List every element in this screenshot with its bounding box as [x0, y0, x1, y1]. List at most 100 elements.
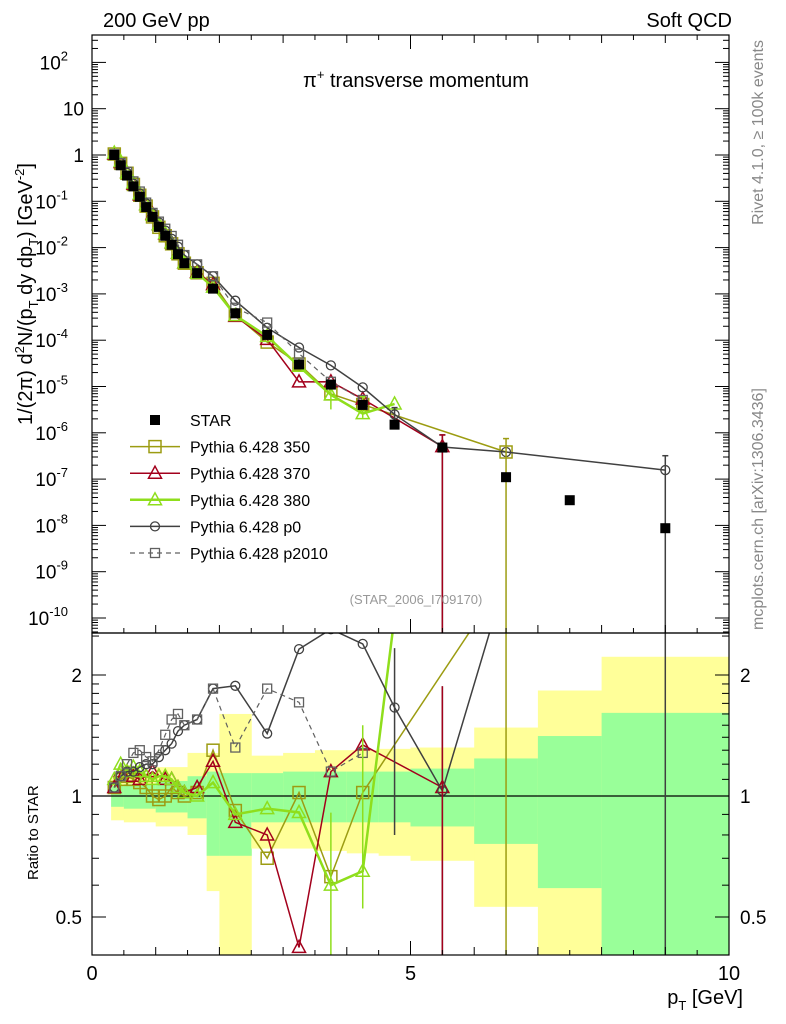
analysis-id: (STAR_2006_I709170) [350, 592, 483, 607]
x-tick-label: 5 [405, 963, 416, 985]
ratio-3-point [357, 638, 368, 650]
star-data-point [208, 283, 219, 294]
ratio-4-point [262, 683, 273, 694]
star-data-point [501, 472, 512, 483]
x-axis-label: pT [GeV] [667, 987, 743, 1013]
ratio-4-point [109, 782, 120, 793]
axes: 0 5 1010210110-110-210-310-410-510-610-710… [28, 34, 766, 985]
ratio-line-2 [113, 633, 394, 887]
ratio-3-point [172, 725, 184, 737]
y-tick-label: 10-9 [35, 558, 68, 584]
ratio-4-point [230, 742, 241, 753]
ratio-1-point [205, 752, 221, 768]
legend-marker [150, 415, 160, 425]
legend-item: STAR [150, 413, 231, 430]
ratio-2-point [227, 805, 244, 821]
ratio-tick-label-left: 2 [71, 666, 82, 687]
legend-label: Pythia 6.428 350 [190, 440, 310, 457]
star-data-point [134, 191, 145, 202]
legend-item: Pythia 6.428 380 [130, 491, 310, 510]
ratio-1-point [144, 763, 161, 778]
ratio-2-point [157, 767, 174, 782]
y-tick-label: 10-8 [35, 511, 68, 537]
star-data-point [389, 419, 400, 430]
ratio-3-point [134, 761, 145, 773]
ratio-4-point [134, 745, 145, 756]
star-data-point [147, 211, 158, 222]
ratio-2-point [170, 778, 186, 794]
ratio-1-point [189, 778, 205, 794]
ratio-series [92, 287, 729, 955]
ratio-tick-label-right: 1 [740, 787, 751, 808]
legend-item: Pythia 6.428 370 [130, 464, 310, 483]
star-data-point [262, 329, 273, 340]
star-data-point [357, 399, 368, 410]
ratio-line-4 [113, 687, 364, 788]
ratio-4-point [153, 745, 165, 756]
ratio-1-point [291, 938, 307, 954]
ratio-2-point [144, 770, 161, 786]
legend-item: Pythia 6.428 350 [130, 440, 310, 457]
star-data-point [172, 249, 183, 260]
ratio-4-point [191, 714, 203, 725]
y-tick-label: 10-6 [35, 419, 68, 445]
ratio-4-point [121, 759, 133, 770]
ratio-4-point [179, 720, 190, 731]
ratio-tick-label-right: 0.5 [740, 908, 766, 929]
ratio-4-point [166, 714, 177, 725]
star-data-point [128, 181, 139, 192]
ratio-0-point [206, 743, 220, 757]
ratio-2-point [106, 770, 123, 786]
legend-item: Pythia 6.428 p0 [130, 519, 301, 536]
ratio-0-point [292, 785, 306, 800]
star-data-point [122, 170, 133, 181]
legend-label: Pythia 6.428 380 [190, 493, 310, 510]
star-data-point [115, 160, 126, 171]
x-tick-label: 0 [86, 963, 97, 985]
y-tick-label: 10-3 [35, 280, 68, 306]
series-3-point [357, 382, 368, 393]
legend-label: Pythia 6.428 p0 [190, 519, 301, 536]
series-line-2 [113, 152, 395, 415]
legend-marker [149, 521, 161, 532]
ratio-2-point [176, 783, 193, 799]
ratio-tick-label-right: 2 [740, 666, 751, 687]
stat-uncertainty-band [206, 771, 220, 856]
ratio-4-point [128, 747, 139, 759]
y-tick-label: 10-10 [28, 604, 68, 630]
ratio-axis-label: Ratio to STAR [25, 785, 42, 880]
x-tick-label: 10 [718, 963, 740, 985]
legend-marker [147, 464, 163, 479]
ratio-3-point [160, 745, 171, 756]
ratio-4-point [160, 729, 171, 740]
ratio-2-point [388, 609, 401, 621]
ratio-1-point [259, 826, 275, 841]
legend: STAR Pythia 6.428 350 Pythia 6.428 370 Pyth… [130, 413, 328, 563]
star-data-point [141, 202, 152, 213]
star-data-point [564, 495, 575, 506]
y-tick-label: 10-2 [35, 234, 68, 260]
header-right: Soft QCD [646, 10, 732, 32]
ratio-3-point [262, 728, 273, 739]
star-data-point [153, 221, 164, 232]
y-tick-label: 10-1 [35, 187, 68, 213]
ratio-tick-label-left: 1 [71, 787, 82, 808]
star-data-point [109, 150, 120, 160]
ratio-3-point [661, 287, 670, 296]
main-series [106, 144, 671, 633]
ratio-2-point [112, 755, 129, 770]
star-data-point [230, 308, 241, 319]
legend-label: STAR [190, 413, 231, 430]
stat-uncertainty-band [251, 773, 284, 823]
ratio-2-point [163, 770, 180, 786]
series-4-point [207, 271, 219, 282]
legend-label: Pythia 6.428 p2010 [190, 546, 328, 563]
star-data-point [660, 523, 671, 534]
y-tick-label: 10-5 [35, 373, 68, 399]
series-line-0 [113, 153, 507, 453]
ratio-uncertainty-bands [111, 656, 729, 955]
series-4-point [262, 317, 273, 328]
star-data-point [437, 442, 448, 453]
y-tick-label: 102 [40, 48, 68, 74]
star-data-point [192, 268, 203, 279]
